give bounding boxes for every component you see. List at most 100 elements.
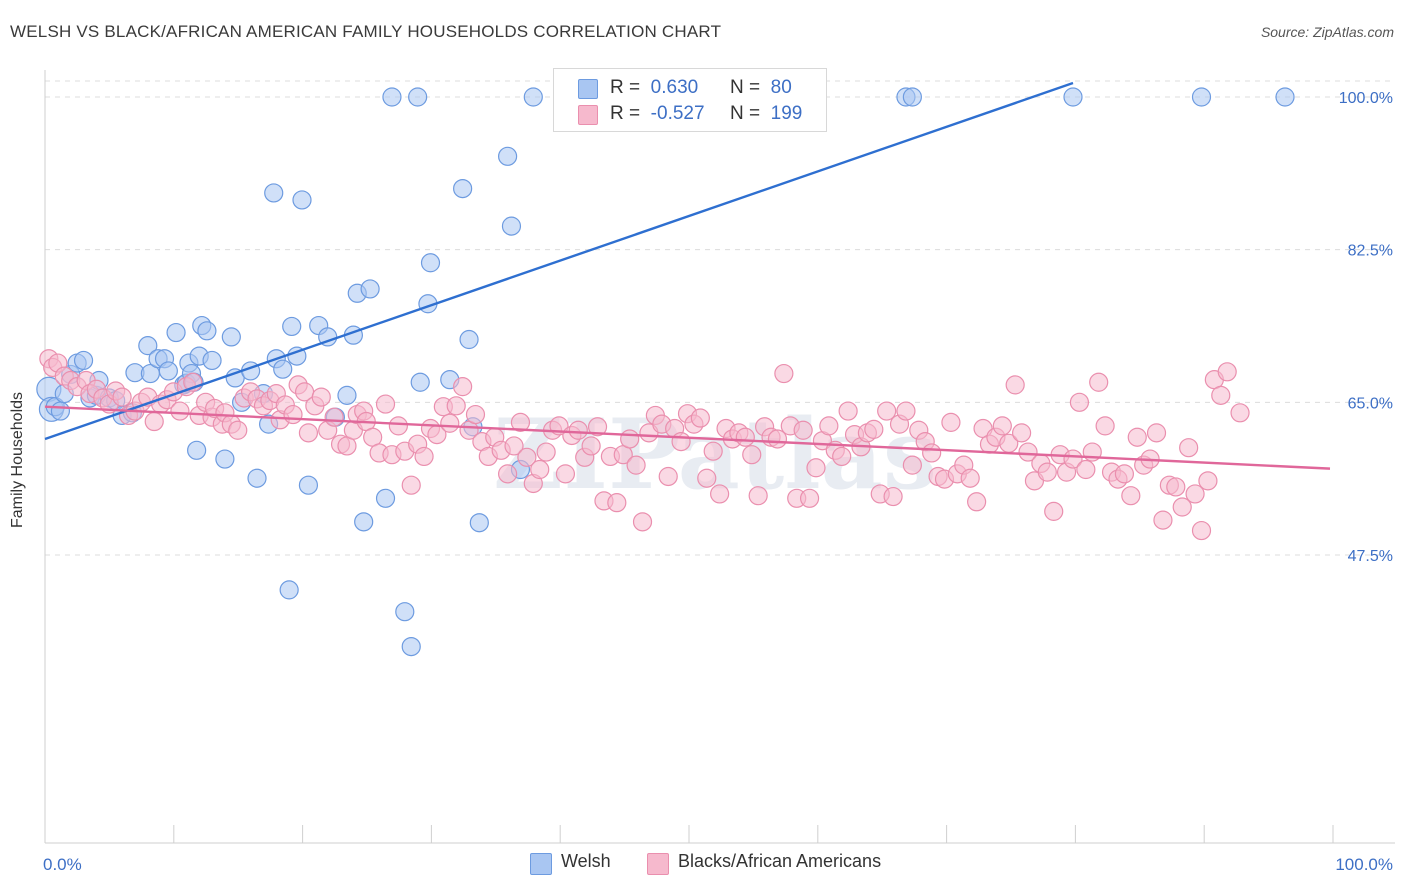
black-point-70	[465, 404, 486, 425]
black-point-112	[735, 427, 755, 447]
black-point-40	[283, 404, 303, 425]
welsh-point-69	[498, 146, 518, 166]
black-point-117	[767, 429, 788, 449]
welsh-point-31	[202, 350, 222, 371]
black-point-172	[1121, 486, 1141, 506]
welsh-point-79	[1191, 87, 1212, 107]
black-point-184	[1198, 471, 1218, 491]
source-label: Source: ZipAtlas.com	[1260, 24, 1394, 40]
black-point-134	[877, 401, 897, 421]
black-point-68	[453, 377, 473, 397]
legend-swatch-black	[578, 105, 598, 125]
welsh-point-60	[408, 87, 428, 107]
black-point-31	[228, 420, 248, 440]
black-point-183	[1191, 520, 1212, 541]
welsh-point-78	[1063, 87, 1083, 107]
welsh-point-44	[282, 316, 302, 337]
legend-label-welsh: Welsh	[561, 851, 611, 871]
axes	[44, 70, 1395, 844]
welsh-point-68	[469, 513, 489, 533]
black-point-78	[517, 447, 537, 467]
black-point-100	[658, 466, 678, 487]
black-point-43	[298, 423, 319, 443]
black-point-135	[883, 486, 903, 507]
black-point-86	[568, 420, 588, 440]
welsh-point-43	[279, 580, 299, 600]
black-point-89	[587, 417, 608, 437]
chart-title: WELSH VS BLACK/AFRICAN AMERICAN FAMILY H…	[10, 22, 722, 41]
black-point-96	[632, 512, 653, 532]
welsh-point-61	[410, 372, 430, 392]
black-point-84	[555, 464, 576, 484]
welsh-point-32	[215, 449, 235, 469]
welsh-point-51	[337, 385, 357, 405]
black-point-58	[388, 416, 408, 436]
black-point-154	[1005, 375, 1025, 395]
welsh-point-66	[459, 329, 479, 350]
black-point-76	[504, 436, 524, 456]
x-tick-label-1: 100.0%	[1335, 855, 1393, 874]
black-point-125	[819, 416, 839, 436]
black-point-80	[530, 459, 550, 480]
black-point-105	[690, 408, 710, 428]
legend-r-black: R = -0.527	[610, 103, 705, 124]
black-point-165	[1076, 459, 1096, 480]
welsh-point-46	[292, 190, 312, 210]
black-point-17	[144, 411, 164, 432]
welsh-point-21	[166, 322, 186, 343]
welsh-point-65	[453, 179, 473, 199]
welsh-point-30	[197, 321, 217, 341]
series-legend: Welsh Blacks/African Americans	[0, 851, 1406, 877]
black-point-132	[864, 419, 884, 439]
black-point-77	[510, 412, 531, 432]
y-tick-label-0: 47.5%	[1348, 548, 1393, 565]
black-point-164	[1069, 392, 1090, 412]
welsh-point-42	[273, 359, 293, 379]
welsh-point-7	[73, 350, 94, 371]
black-point-163	[1063, 449, 1083, 469]
black-point-128	[838, 401, 858, 421]
black-point-187	[1217, 362, 1237, 382]
welsh-point-20	[158, 361, 178, 381]
black-point-113	[742, 445, 762, 465]
legend-row-welsh: R = 0.630 N = 80	[554, 75, 826, 101]
legend-r-welsh: R = 0.630	[610, 77, 699, 98]
black-point-160	[1044, 501, 1064, 521]
welsh-point-70	[501, 216, 522, 236]
y-tick-label-3: 100.0%	[1339, 90, 1393, 107]
x-tick-label-0: 0.0%	[43, 855, 82, 874]
legend-label-black: Blacks/African Americans	[678, 851, 882, 871]
black-point-75	[498, 464, 518, 484]
black-point-67	[446, 396, 466, 416]
correlation-legend: R = 0.630 N = 80 R = -0.527 N = 199	[553, 68, 827, 132]
black-point-62	[414, 446, 434, 467]
welsh-point-59	[401, 636, 421, 657]
y-tick-label-2: 82.5%	[1348, 243, 1393, 260]
black-point-159	[1037, 462, 1057, 482]
welsh-trend-line	[44, 81, 1074, 441]
welsh-point-58	[395, 602, 415, 622]
black-point-56	[375, 394, 396, 414]
welsh-point-63	[420, 253, 441, 273]
black-point-81	[536, 442, 556, 462]
black-point-114	[748, 486, 768, 506]
black-point-107	[703, 441, 723, 461]
black-point-12	[112, 387, 132, 407]
black-point-171	[1114, 464, 1135, 484]
welsh-point-72	[523, 87, 543, 107]
trend-lines	[44, 81, 1331, 470]
black-point-167	[1089, 372, 1109, 392]
black-point-182	[1185, 484, 1205, 504]
welsh-point-3	[50, 401, 71, 421]
black-point-60	[401, 475, 421, 495]
legend-swatch-welsh	[578, 79, 598, 99]
welsh-point-80	[1275, 87, 1295, 107]
black-point-144	[941, 412, 961, 432]
black-point-92	[607, 493, 627, 513]
welsh-point-16	[138, 336, 158, 356]
black-point-141	[922, 443, 942, 463]
black-point-180	[1172, 497, 1192, 517]
legend-n-welsh: N = 80	[730, 77, 792, 98]
black-point-118	[774, 363, 794, 384]
